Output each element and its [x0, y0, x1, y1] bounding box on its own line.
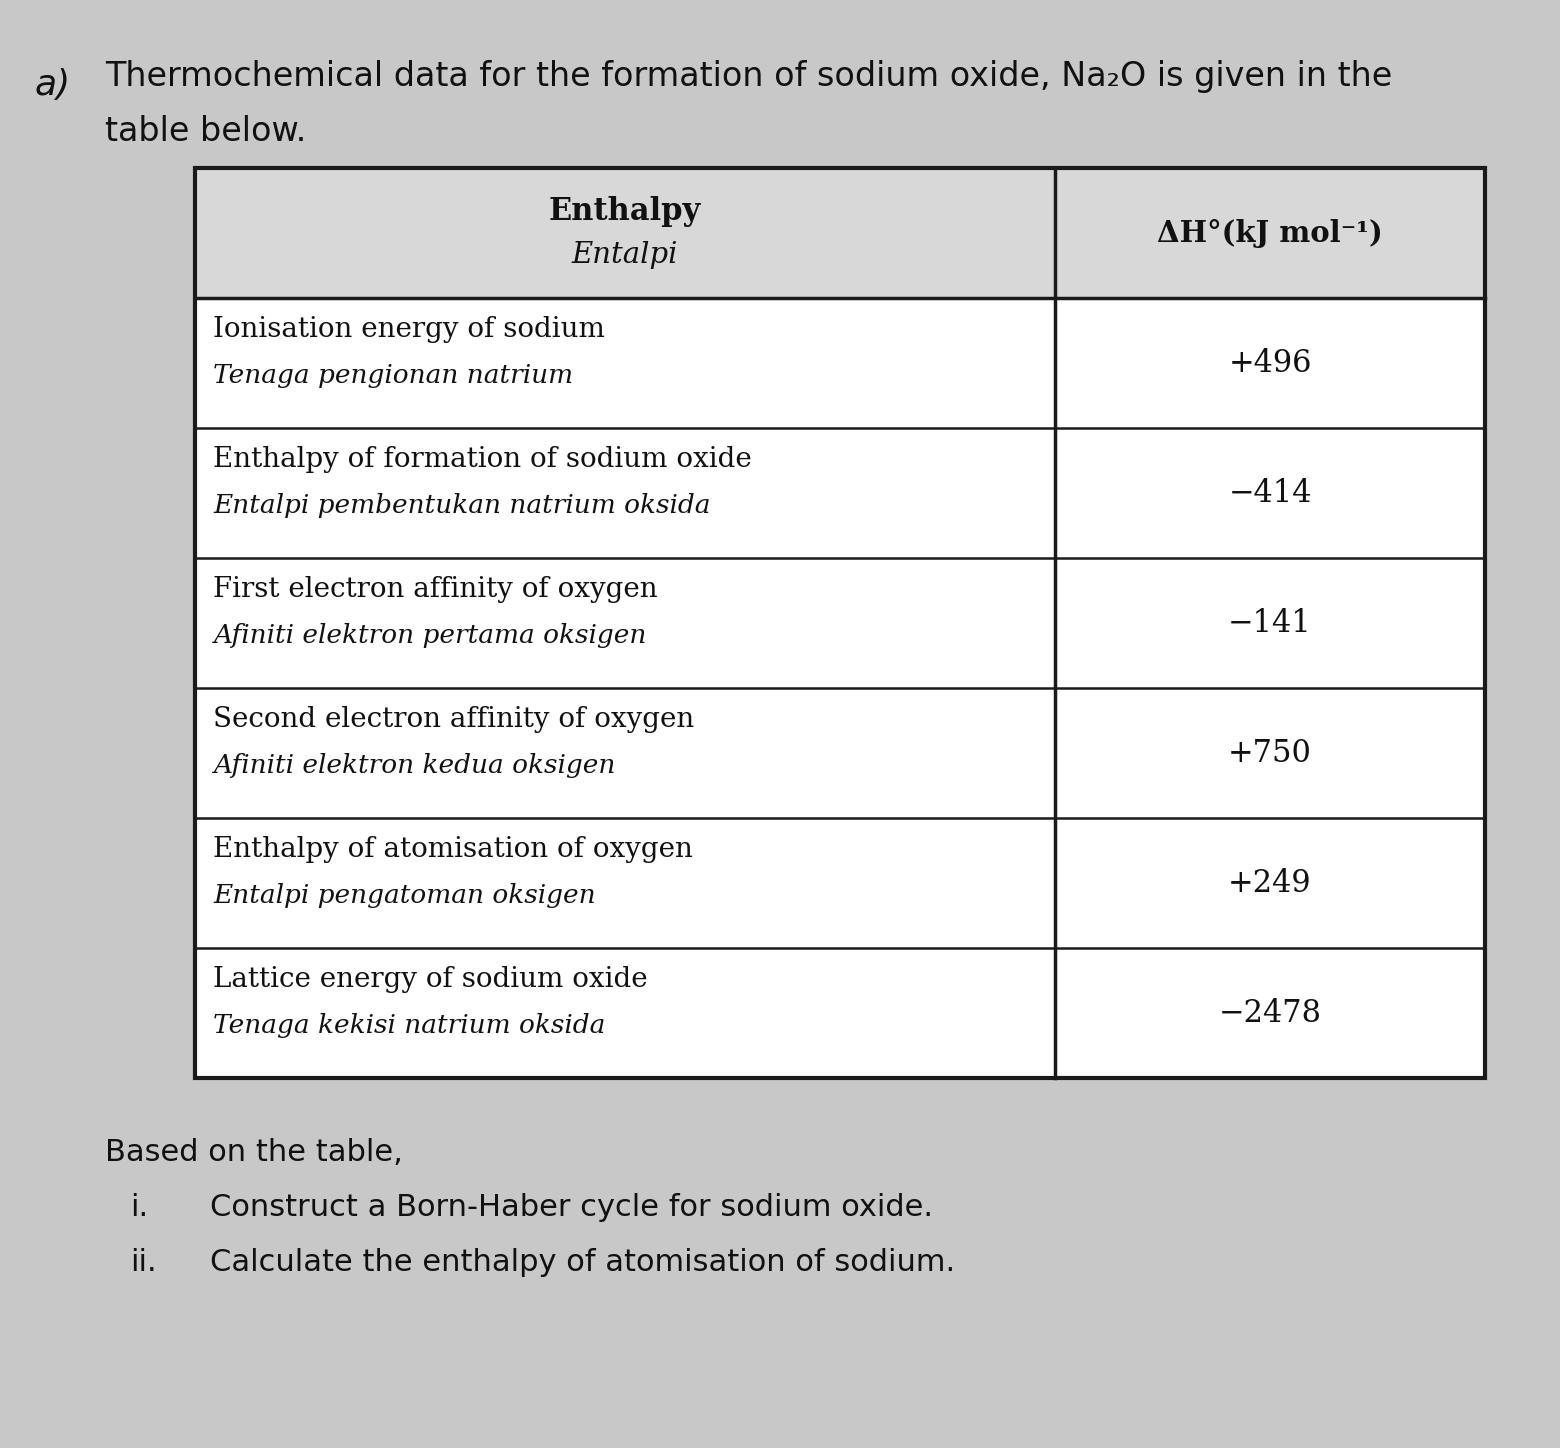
Text: Based on the table,: Based on the table,: [105, 1138, 402, 1167]
Bar: [195, 298, 1485, 429]
Bar: [195, 429, 1485, 557]
Text: +750: +750: [1228, 737, 1312, 769]
Text: a): a): [34, 68, 72, 101]
Text: Entalpi pengatoman oksigen: Entalpi pengatoman oksigen: [214, 883, 596, 908]
Text: ii.: ii.: [129, 1248, 156, 1277]
Text: Enthalpy of atomisation of oxygen: Enthalpy of atomisation of oxygen: [214, 835, 693, 863]
Text: Tenaga kekisi natrium oksida: Tenaga kekisi natrium oksida: [214, 1014, 605, 1038]
Text: Entalpi: Entalpi: [573, 240, 679, 269]
Text: First electron affinity of oxygen: First electron affinity of oxygen: [214, 576, 658, 602]
Text: i.: i.: [129, 1193, 148, 1222]
Bar: [195, 688, 1485, 818]
Bar: [195, 557, 1485, 688]
Text: table below.: table below.: [105, 114, 306, 148]
Text: Enthalpy: Enthalpy: [549, 195, 700, 227]
Text: −414: −414: [1228, 478, 1312, 508]
Bar: [195, 168, 1485, 1077]
Text: +496: +496: [1228, 348, 1312, 378]
Bar: [195, 168, 1485, 1077]
Text: +249: +249: [1228, 867, 1312, 899]
Text: Enthalpy of formation of sodium oxide: Enthalpy of formation of sodium oxide: [214, 446, 752, 473]
Text: Entalpi pembentukan natrium oksida: Entalpi pembentukan natrium oksida: [214, 492, 710, 518]
Text: Afiniti elektron kedua oksigen: Afiniti elektron kedua oksigen: [214, 753, 615, 778]
Text: −2478: −2478: [1218, 998, 1321, 1028]
Text: −141: −141: [1228, 608, 1312, 639]
Bar: [195, 168, 1485, 298]
Text: ΔH°(kJ mol⁻¹): ΔH°(kJ mol⁻¹): [1158, 219, 1382, 248]
Text: Tenaga pengionan natrium: Tenaga pengionan natrium: [214, 363, 573, 388]
Bar: [195, 818, 1485, 948]
Bar: [195, 948, 1485, 1077]
Text: Calculate the enthalpy of atomisation of sodium.: Calculate the enthalpy of atomisation of…: [211, 1248, 955, 1277]
Text: Lattice energy of sodium oxide: Lattice energy of sodium oxide: [214, 966, 647, 993]
Text: Construct a Born-Haber cycle for sodium oxide.: Construct a Born-Haber cycle for sodium …: [211, 1193, 933, 1222]
Text: Thermochemical data for the formation of sodium oxide, Na₂O is given in the: Thermochemical data for the formation of…: [105, 59, 1392, 93]
Text: Ionisation energy of sodium: Ionisation energy of sodium: [214, 316, 605, 343]
Text: Second electron affinity of oxygen: Second electron affinity of oxygen: [214, 707, 694, 733]
Text: Afiniti elektron pertama oksigen: Afiniti elektron pertama oksigen: [214, 623, 646, 649]
